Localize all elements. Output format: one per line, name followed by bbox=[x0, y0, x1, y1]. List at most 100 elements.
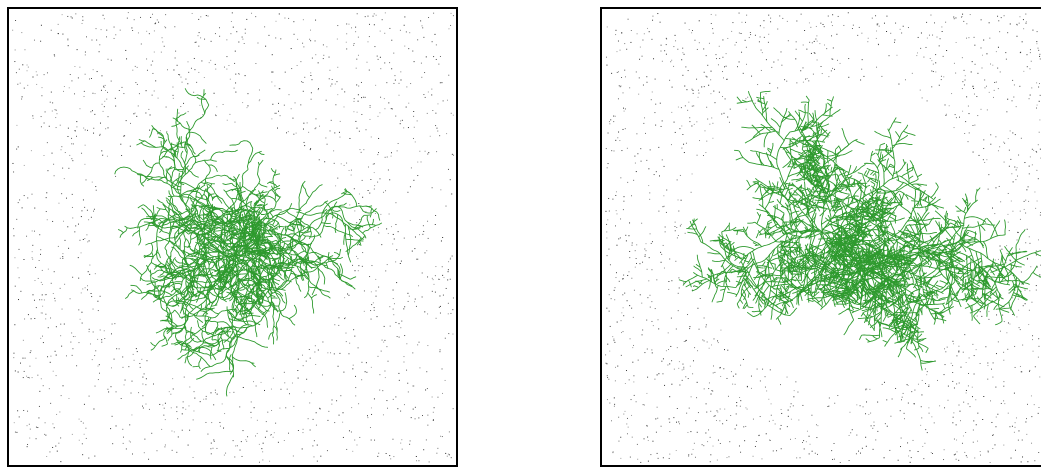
free-particle bbox=[706, 403, 707, 404]
cluster-branch bbox=[870, 151, 873, 161]
free-particle bbox=[662, 159, 663, 160]
free-particle bbox=[352, 451, 353, 452]
free-particle bbox=[809, 436, 810, 437]
free-particle bbox=[974, 374, 975, 375]
free-particle bbox=[687, 432, 688, 433]
free-particle bbox=[353, 111, 354, 112]
free-particle bbox=[407, 383, 408, 384]
free-particle bbox=[1038, 407, 1039, 408]
free-particle bbox=[389, 28, 390, 29]
free-particle bbox=[713, 372, 714, 373]
free-particle bbox=[975, 399, 976, 400]
free-particle bbox=[624, 196, 625, 197]
free-particle bbox=[133, 113, 134, 114]
free-particle bbox=[391, 156, 392, 157]
free-particle bbox=[403, 308, 404, 309]
free-particle bbox=[369, 119, 370, 120]
free-particle bbox=[619, 85, 620, 86]
free-particle bbox=[653, 58, 654, 59]
free-particle bbox=[358, 347, 359, 348]
free-particle bbox=[66, 355, 67, 356]
free-particle bbox=[920, 425, 921, 426]
free-particle bbox=[404, 335, 405, 336]
cluster-branch bbox=[170, 240, 180, 246]
free-particle bbox=[1006, 111, 1007, 112]
free-particle bbox=[715, 54, 716, 55]
free-particle bbox=[1031, 302, 1032, 303]
free-particle bbox=[613, 339, 614, 340]
free-particle bbox=[142, 406, 143, 407]
free-particle bbox=[620, 218, 621, 219]
free-particle bbox=[736, 405, 737, 406]
free-particle bbox=[615, 225, 616, 226]
free-particle bbox=[894, 42, 895, 43]
free-particle bbox=[435, 113, 436, 114]
free-particle bbox=[251, 13, 252, 14]
free-particle bbox=[134, 19, 135, 20]
free-particle bbox=[682, 369, 683, 370]
free-particle bbox=[980, 311, 981, 312]
free-particle bbox=[20, 83, 21, 84]
free-particle bbox=[688, 378, 689, 379]
free-particle bbox=[21, 99, 22, 100]
free-particle bbox=[383, 414, 384, 415]
free-particle bbox=[78, 224, 79, 225]
free-particle bbox=[438, 279, 439, 280]
free-particle bbox=[989, 92, 990, 93]
free-particle bbox=[918, 37, 919, 38]
free-particle bbox=[72, 194, 73, 195]
free-particle bbox=[98, 366, 99, 367]
free-particle bbox=[1025, 200, 1026, 201]
free-particle bbox=[1010, 130, 1011, 131]
free-particle bbox=[211, 422, 212, 423]
free-particle bbox=[344, 91, 345, 92]
free-particle bbox=[918, 451, 919, 452]
cluster-branch bbox=[838, 308, 849, 315]
free-particle bbox=[715, 15, 716, 16]
free-particle bbox=[979, 155, 980, 156]
free-particle bbox=[962, 88, 963, 89]
free-particle bbox=[291, 68, 292, 69]
free-particle bbox=[717, 460, 718, 461]
free-particle bbox=[775, 423, 776, 424]
free-particle bbox=[79, 67, 80, 68]
free-particle bbox=[960, 367, 961, 368]
free-particle bbox=[316, 412, 317, 413]
free-particle bbox=[666, 212, 667, 213]
free-particle bbox=[259, 100, 260, 101]
free-particle bbox=[97, 301, 98, 302]
free-particle bbox=[61, 146, 62, 147]
free-particle bbox=[24, 88, 25, 89]
free-particle bbox=[707, 119, 708, 120]
free-particle bbox=[163, 415, 164, 416]
free-particle bbox=[69, 155, 70, 156]
free-particle bbox=[36, 307, 37, 308]
cluster-branch bbox=[889, 166, 894, 167]
free-particle bbox=[335, 185, 336, 186]
free-particle bbox=[1005, 52, 1006, 53]
free-particle bbox=[698, 412, 699, 413]
cluster-branch bbox=[884, 196, 889, 202]
free-particle bbox=[422, 27, 423, 28]
free-particle bbox=[612, 199, 613, 200]
free-particle bbox=[953, 417, 954, 418]
free-particle bbox=[278, 103, 279, 104]
free-particle bbox=[315, 364, 316, 365]
free-particle bbox=[901, 438, 902, 439]
free-particle bbox=[435, 266, 436, 267]
free-particle bbox=[913, 440, 914, 441]
free-particle bbox=[736, 402, 737, 403]
free-particle bbox=[796, 82, 797, 83]
free-particle bbox=[334, 422, 335, 423]
free-particle bbox=[311, 99, 312, 100]
free-particle bbox=[124, 384, 125, 385]
cluster-branch bbox=[1016, 260, 1025, 265]
free-particle bbox=[701, 86, 702, 87]
free-particle bbox=[204, 39, 205, 40]
cluster-branch bbox=[168, 336, 172, 341]
free-particle bbox=[101, 29, 102, 30]
free-particle bbox=[414, 248, 415, 249]
free-particle bbox=[931, 416, 932, 417]
free-particle bbox=[668, 281, 669, 282]
free-particle bbox=[956, 355, 957, 356]
